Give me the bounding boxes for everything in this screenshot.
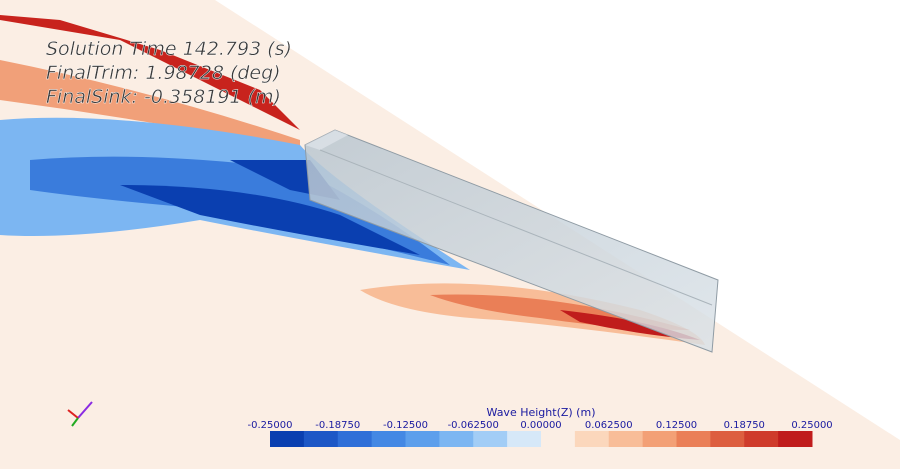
- overlay-line: Solution Time 142.793 (s): [46, 38, 292, 60]
- legend-swatch: [405, 431, 440, 447]
- legend-tick-label: 0.25000: [791, 420, 832, 431]
- legend-swatch: [676, 431, 711, 447]
- legend-swatch: [710, 431, 745, 447]
- legend-title: Wave Height(Z) (m): [487, 406, 596, 419]
- legend-swatch: [439, 431, 474, 447]
- overlay-text: Solution Time 142.793 (s)FinalTrim: 1.98…: [46, 38, 292, 108]
- legend-swatch: [744, 431, 779, 447]
- color-legend: Wave Height(Z) (m) -0.25000 -0.18750 -0.12…: [248, 406, 833, 447]
- legend-tick-label: -0.25000: [248, 420, 293, 431]
- axis-triad: [67, 401, 93, 427]
- blank-panel: [720, 10, 890, 75]
- legend-swatch: [778, 431, 813, 447]
- legend-swatch: [642, 431, 677, 447]
- legend-swatch: [371, 431, 406, 447]
- legend-swatch: [507, 431, 542, 447]
- legend-swatch: [270, 431, 305, 447]
- legend-tick-label: -0.18750: [315, 420, 360, 431]
- legend-swatch: [541, 431, 576, 447]
- legend-swatch: [337, 431, 373, 447]
- legend-swatch: [473, 431, 508, 447]
- overlay-line: FinalTrim: 1.98728 (deg): [46, 62, 281, 84]
- legend-tick-label: 0.18750: [724, 420, 765, 431]
- legend-tick-label: 0.12500: [656, 420, 697, 431]
- legend-swatch: [608, 431, 644, 447]
- legend-tick-label: -0.12500: [383, 420, 428, 431]
- overlay-line: FinalSink: -0.358191 (m): [46, 86, 281, 108]
- legend-swatch: [574, 431, 610, 447]
- legend-tick-label: -0.062500: [448, 420, 499, 431]
- legend-tick-label: 0.062500: [585, 420, 633, 431]
- legend-swatch: [303, 431, 339, 447]
- hull: [304, 129, 719, 353]
- legend-tick-label: 0.00000: [520, 420, 561, 431]
